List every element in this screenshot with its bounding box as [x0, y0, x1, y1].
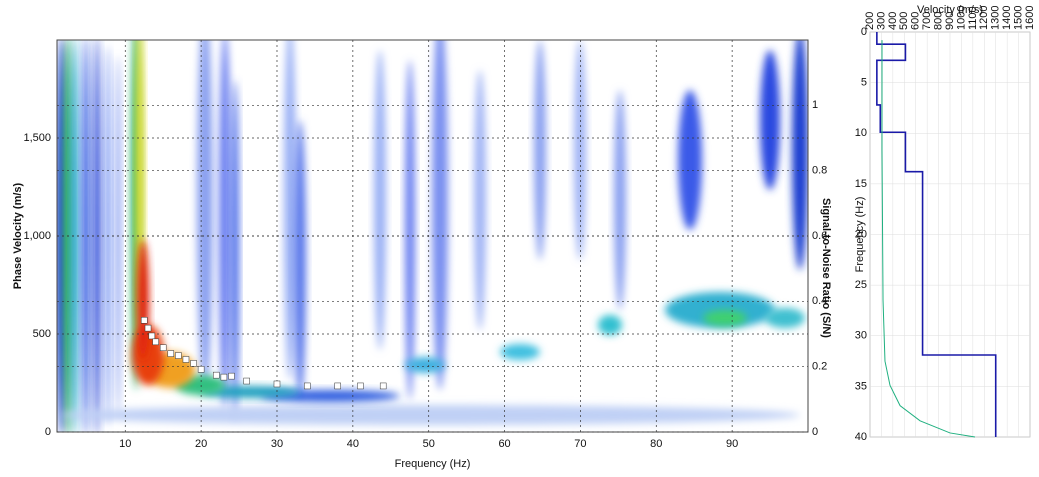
x-tick-label: 70: [574, 438, 586, 450]
heat-blob: [374, 50, 386, 350]
profile-line: [876, 32, 997, 437]
y2-axis-label: Signal-to-Noise Ratio (S/N): [820, 198, 832, 338]
x-tick-label: 40: [347, 438, 359, 450]
heat-blob: [405, 60, 415, 400]
x-tick-label: 600: [910, 12, 922, 30]
heat-blob: [60, 405, 800, 425]
x-tick-label: 90: [726, 438, 738, 450]
y-tick-label: 25: [855, 279, 867, 291]
x-tick-label: 50: [423, 438, 435, 450]
y-tick-label: 15: [855, 178, 867, 190]
y2-tick-label: 0.4: [812, 295, 827, 307]
x-tick-label: 20: [195, 438, 207, 450]
picked-point: [379, 382, 387, 390]
y-tick-label: 1,500: [23, 132, 51, 144]
x-tick-label: 700: [921, 12, 933, 30]
picked-point: [334, 382, 341, 390]
y-tick-label: 1,000: [23, 230, 51, 242]
x-tick-label: 1500: [1012, 6, 1024, 30]
y-tick-label: 35: [855, 380, 867, 392]
y-axis-label: Phase Velocity (m/s): [12, 182, 24, 289]
x-tick-label: 80: [650, 438, 662, 450]
heat-blob: [598, 315, 622, 335]
picked-point: [273, 380, 281, 388]
picked-point: [243, 377, 250, 385]
x-tick-label: 500: [898, 12, 910, 30]
y-tick-label: 5: [861, 77, 867, 89]
picked-point: [357, 382, 364, 390]
x-tick-label: 10: [119, 438, 131, 450]
y2-tick-label: 0: [812, 426, 818, 438]
heat-blob: [614, 90, 626, 310]
x-tick-label: 800: [932, 12, 944, 30]
y2-tick-label: 0.6: [812, 230, 827, 242]
heat-blob: [792, 40, 808, 270]
chart-title: Velocity (m/s): [917, 4, 983, 16]
heat-blob: [137, 240, 149, 360]
heat-blob: [284, 40, 296, 380]
heat-blob: [231, 80, 239, 420]
picked-point: [213, 371, 220, 379]
x-tick-label: 1200: [978, 6, 990, 30]
x-axis-label: Frequency (Hz): [395, 458, 471, 470]
y-tick-label: 0: [861, 26, 867, 38]
heat-blob: [574, 40, 586, 260]
heat-blob: [500, 344, 540, 360]
picked-point: [152, 338, 159, 346]
picked-point: [182, 356, 190, 363]
heat-blob: [534, 40, 546, 260]
y-tick-label: 0: [45, 426, 51, 438]
picked-point: [140, 317, 148, 324]
picked-point: [144, 324, 152, 332]
x-tick-label: 1300: [990, 6, 1002, 30]
x-tick-label: 60: [498, 438, 510, 450]
x-tick-label: 400: [887, 12, 899, 30]
heat-blob: [200, 386, 300, 398]
y-tick-label: 40: [855, 431, 867, 443]
x-tick-label: 1600: [1024, 6, 1036, 30]
heat-blob: [294, 120, 306, 400]
heat-blob: [760, 50, 780, 190]
y-axis-label: Frequency (Hz): [854, 197, 866, 273]
picked-point: [304, 382, 311, 390]
heat-blob: [405, 357, 445, 373]
picked-point: [220, 373, 228, 381]
picked-point: [175, 352, 182, 359]
heat-blob: [432, 40, 448, 390]
heat-blob: [219, 40, 231, 410]
heat-blob: [765, 308, 805, 328]
picked-point: [197, 366, 205, 373]
picked-point: [148, 332, 156, 340]
heat-blob: [703, 310, 747, 326]
heat-blob: [678, 90, 702, 230]
y-tick-label: 10: [855, 127, 867, 139]
x-tick-label: 1400: [1001, 6, 1013, 30]
y2-tick-label: 1: [812, 99, 818, 111]
x-tick-label: 1100: [967, 6, 979, 30]
y2-tick-label: 0.8: [812, 165, 827, 177]
picked-point: [228, 372, 235, 380]
y2-tick-label: 0.2: [812, 361, 827, 373]
heat-blob: [197, 40, 213, 390]
y-tick-label: 30: [855, 330, 867, 342]
x-tick-label: 300: [875, 12, 887, 30]
x-tick-label: 30: [271, 438, 283, 450]
profile-line: [881, 40, 976, 438]
picked-point: [167, 350, 175, 357]
x-tick-label: 200: [864, 12, 876, 30]
picked-point: [190, 360, 197, 367]
y-tick-label: 20: [855, 228, 867, 240]
y-tick-label: 500: [33, 328, 51, 340]
x-tick-label: 1000: [955, 6, 967, 30]
picked-point: [159, 344, 167, 351]
x-tick-label: 900: [944, 12, 956, 30]
heat-blob: [474, 70, 486, 330]
